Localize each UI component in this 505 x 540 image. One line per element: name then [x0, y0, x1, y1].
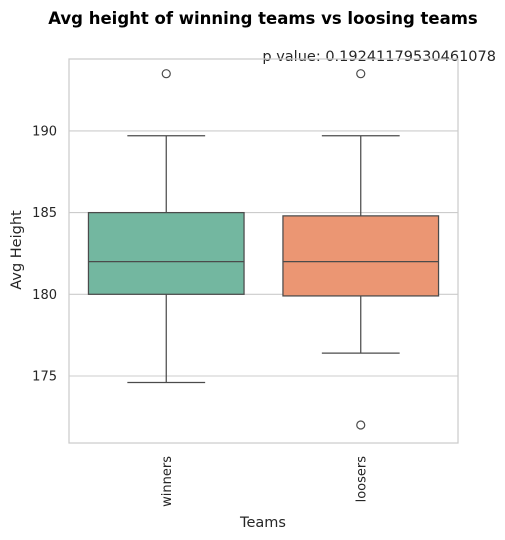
- boxes-layer: [87, 69, 440, 430]
- p-value-annotation: p value: 0.19241179530461078: [262, 49, 496, 65]
- y-tick-label: 175: [32, 370, 57, 385]
- y-axis-label: Avg Height: [9, 210, 25, 290]
- chart-title: Avg height of winning teams vs loosing t…: [48, 9, 478, 28]
- y-tick-label: 185: [32, 206, 57, 221]
- box-winners: [87, 211, 245, 295]
- x-tick-label: loosers: [354, 456, 369, 503]
- x-axis-label: Teams: [239, 515, 286, 531]
- outlier-point: [356, 69, 366, 79]
- outlier-point: [356, 420, 366, 430]
- y-tick-labels: 175 180 185 190: [32, 124, 57, 384]
- box-loosers: [282, 215, 440, 297]
- x-tick-label: winners: [160, 456, 175, 507]
- plot-frame: [68, 58, 459, 444]
- outlier-point: [161, 69, 171, 79]
- x-tick-labels: winners loosers: [160, 456, 370, 507]
- y-tick-label: 180: [32, 288, 57, 303]
- y-tick-label: 190: [32, 124, 57, 139]
